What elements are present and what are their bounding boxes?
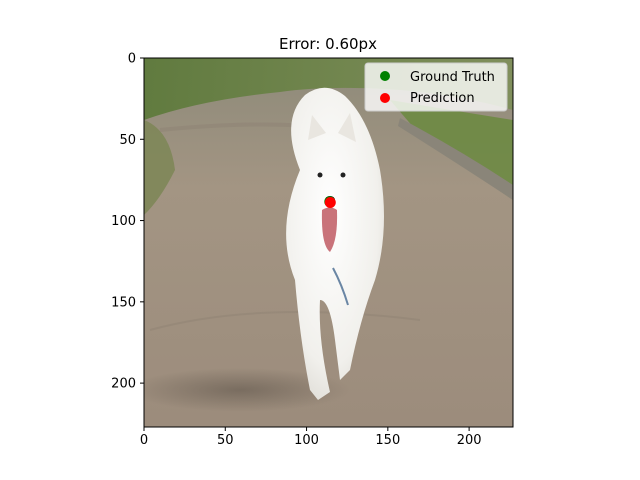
axes-frame xyxy=(143,57,514,428)
legend-label-prediction: Prediction xyxy=(410,91,475,106)
dog-photo xyxy=(144,58,513,427)
prediction-marker xyxy=(324,197,336,209)
chart-title: Error: 0.60px xyxy=(279,35,377,53)
y-tick-label: 200 xyxy=(111,377,136,392)
y-axis-ticks: 0 50 100 150 200 xyxy=(111,52,144,392)
legend: Ground Truth Prediction xyxy=(364,62,508,112)
x-tick-label: 0 xyxy=(140,433,148,448)
y-tick-label: 150 xyxy=(111,295,136,310)
y-tick-label: 0 xyxy=(128,52,136,67)
y-tick-label: 50 xyxy=(119,133,136,148)
markers xyxy=(324,196,336,209)
y-tick-label: 100 xyxy=(111,214,136,229)
legend-label-ground-truth: Ground Truth xyxy=(410,70,495,85)
legend-box xyxy=(364,62,508,112)
legend-marker-prediction xyxy=(380,93,390,103)
legend-marker-ground-truth xyxy=(380,71,390,81)
x-tick-label: 50 xyxy=(217,433,234,448)
x-tick-label: 150 xyxy=(375,433,400,448)
x-tick-label: 200 xyxy=(457,433,482,448)
x-tick-label: 100 xyxy=(294,433,319,448)
x-axis-ticks: 0 50 100 150 200 xyxy=(140,427,482,448)
